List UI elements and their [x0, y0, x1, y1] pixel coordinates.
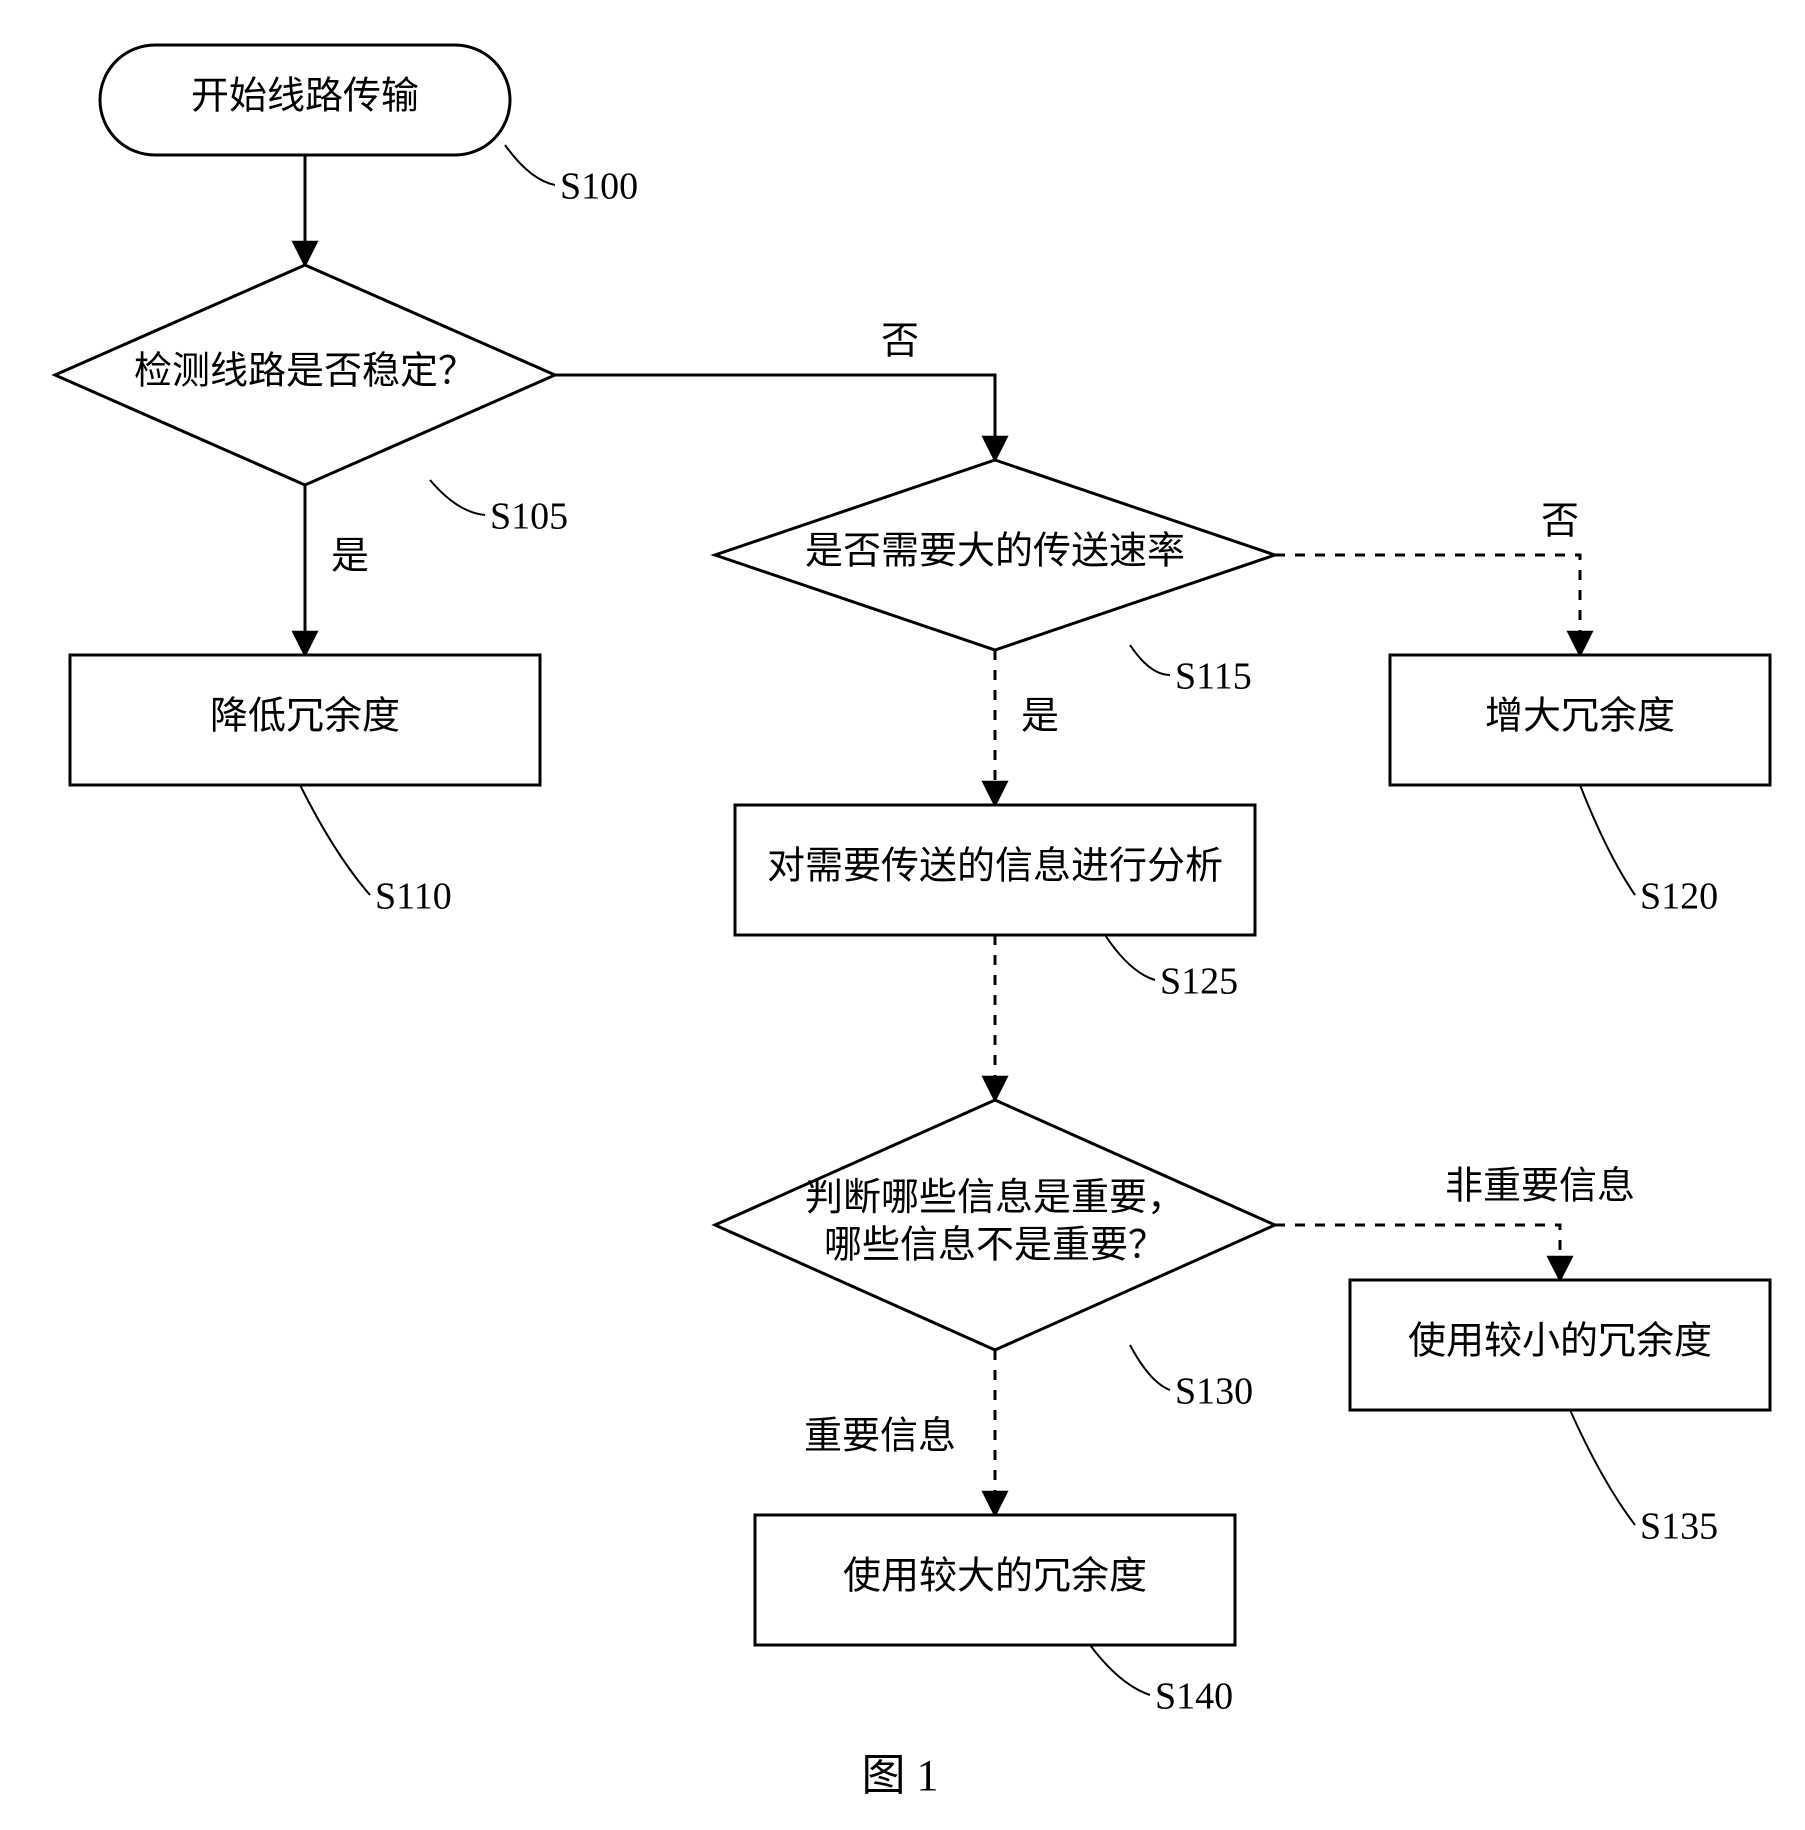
node-text: 使用较大的冗余度 [843, 1556, 1147, 1598]
node-text: 对需要传送的信息进行分析 [767, 846, 1223, 888]
step-label-s100: S100 [560, 166, 638, 208]
edge-label: 是 [1021, 696, 1059, 738]
node-text: 哪些信息不是重要？ [824, 1224, 1166, 1266]
step-leader [1570, 1410, 1635, 1525]
node-text: 开始线路传输 [191, 76, 419, 118]
figure-caption: 图 1 [862, 1751, 939, 1800]
step-label-s130: S130 [1175, 1371, 1253, 1413]
node-text: 降低冗余度 [210, 696, 400, 738]
step-leader [1580, 785, 1635, 895]
edge-label: 是 [331, 536, 369, 578]
step-leader [505, 145, 555, 185]
edge [555, 375, 995, 460]
step-label-s125: S125 [1160, 961, 1238, 1003]
edge-label: 非重要信息 [1445, 1166, 1635, 1208]
step-label-s140: S140 [1155, 1676, 1233, 1718]
edge [1275, 1225, 1560, 1280]
step-leader [300, 785, 370, 895]
edge-label: 否 [1541, 501, 1579, 543]
step-label-s115: S115 [1175, 656, 1252, 698]
step-leader [1090, 1645, 1150, 1695]
node-text: 检测线路是否稳定？ [134, 351, 476, 393]
edge-label: 否 [881, 321, 919, 363]
step-leader [1130, 1345, 1170, 1390]
node-text: 是否需要大的传送速率 [805, 531, 1185, 573]
step-leader [1130, 645, 1170, 675]
step-label-s110: S110 [375, 876, 452, 918]
node-text: 增大冗余度 [1485, 696, 1675, 738]
edge [1275, 555, 1580, 655]
step-label-s120: S120 [1640, 876, 1718, 918]
step-leader [430, 480, 485, 515]
step-leader [1105, 935, 1155, 980]
step-label-s105: S105 [490, 496, 568, 538]
flowchart-svg: 是否否是非重要信息重要信息开始线路传输S100检测线路是否稳定？S105降低冗余… [0, 0, 1805, 1830]
node-text: 使用较小的冗余度 [1408, 1321, 1712, 1363]
step-label-s135: S135 [1640, 1506, 1718, 1548]
edge-label: 重要信息 [804, 1416, 956, 1458]
node-text: 判断哪些信息是重要， [805, 1177, 1185, 1219]
